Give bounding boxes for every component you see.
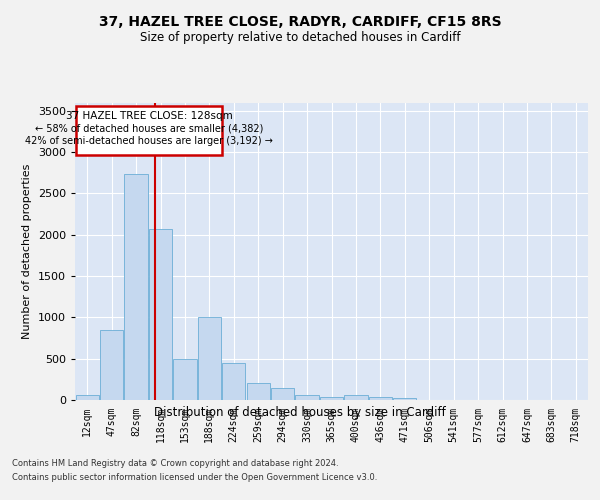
Text: 37, HAZEL TREE CLOSE, RADYR, CARDIFF, CF15 8RS: 37, HAZEL TREE CLOSE, RADYR, CARDIFF, CF… bbox=[98, 15, 502, 29]
Bar bbox=[271, 388, 294, 400]
Bar bbox=[393, 398, 416, 400]
Y-axis label: Number of detached properties: Number of detached properties bbox=[22, 164, 32, 339]
Bar bbox=[222, 363, 245, 400]
Bar bbox=[76, 395, 99, 400]
Bar bbox=[198, 318, 221, 400]
Bar bbox=[369, 397, 392, 400]
Text: 42% of semi-detached houses are larger (3,192) →: 42% of semi-detached houses are larger (… bbox=[25, 136, 273, 145]
Text: Contains public sector information licensed under the Open Government Licence v3: Contains public sector information licen… bbox=[12, 474, 377, 482]
Text: Size of property relative to detached houses in Cardiff: Size of property relative to detached ho… bbox=[140, 32, 460, 44]
Bar bbox=[173, 358, 197, 400]
Bar bbox=[247, 383, 270, 400]
Bar bbox=[124, 174, 148, 400]
Text: 37 HAZEL TREE CLOSE: 128sqm: 37 HAZEL TREE CLOSE: 128sqm bbox=[65, 111, 232, 121]
Bar bbox=[344, 395, 368, 400]
Text: Distribution of detached houses by size in Cardiff: Distribution of detached houses by size … bbox=[154, 406, 446, 419]
Bar bbox=[295, 395, 319, 400]
Bar bbox=[149, 228, 172, 400]
Text: Contains HM Land Registry data © Crown copyright and database right 2024.: Contains HM Land Registry data © Crown c… bbox=[12, 460, 338, 468]
Bar bbox=[100, 330, 123, 400]
Text: ← 58% of detached houses are smaller (4,382): ← 58% of detached houses are smaller (4,… bbox=[35, 123, 263, 133]
FancyBboxPatch shape bbox=[76, 106, 221, 154]
Bar bbox=[320, 396, 343, 400]
